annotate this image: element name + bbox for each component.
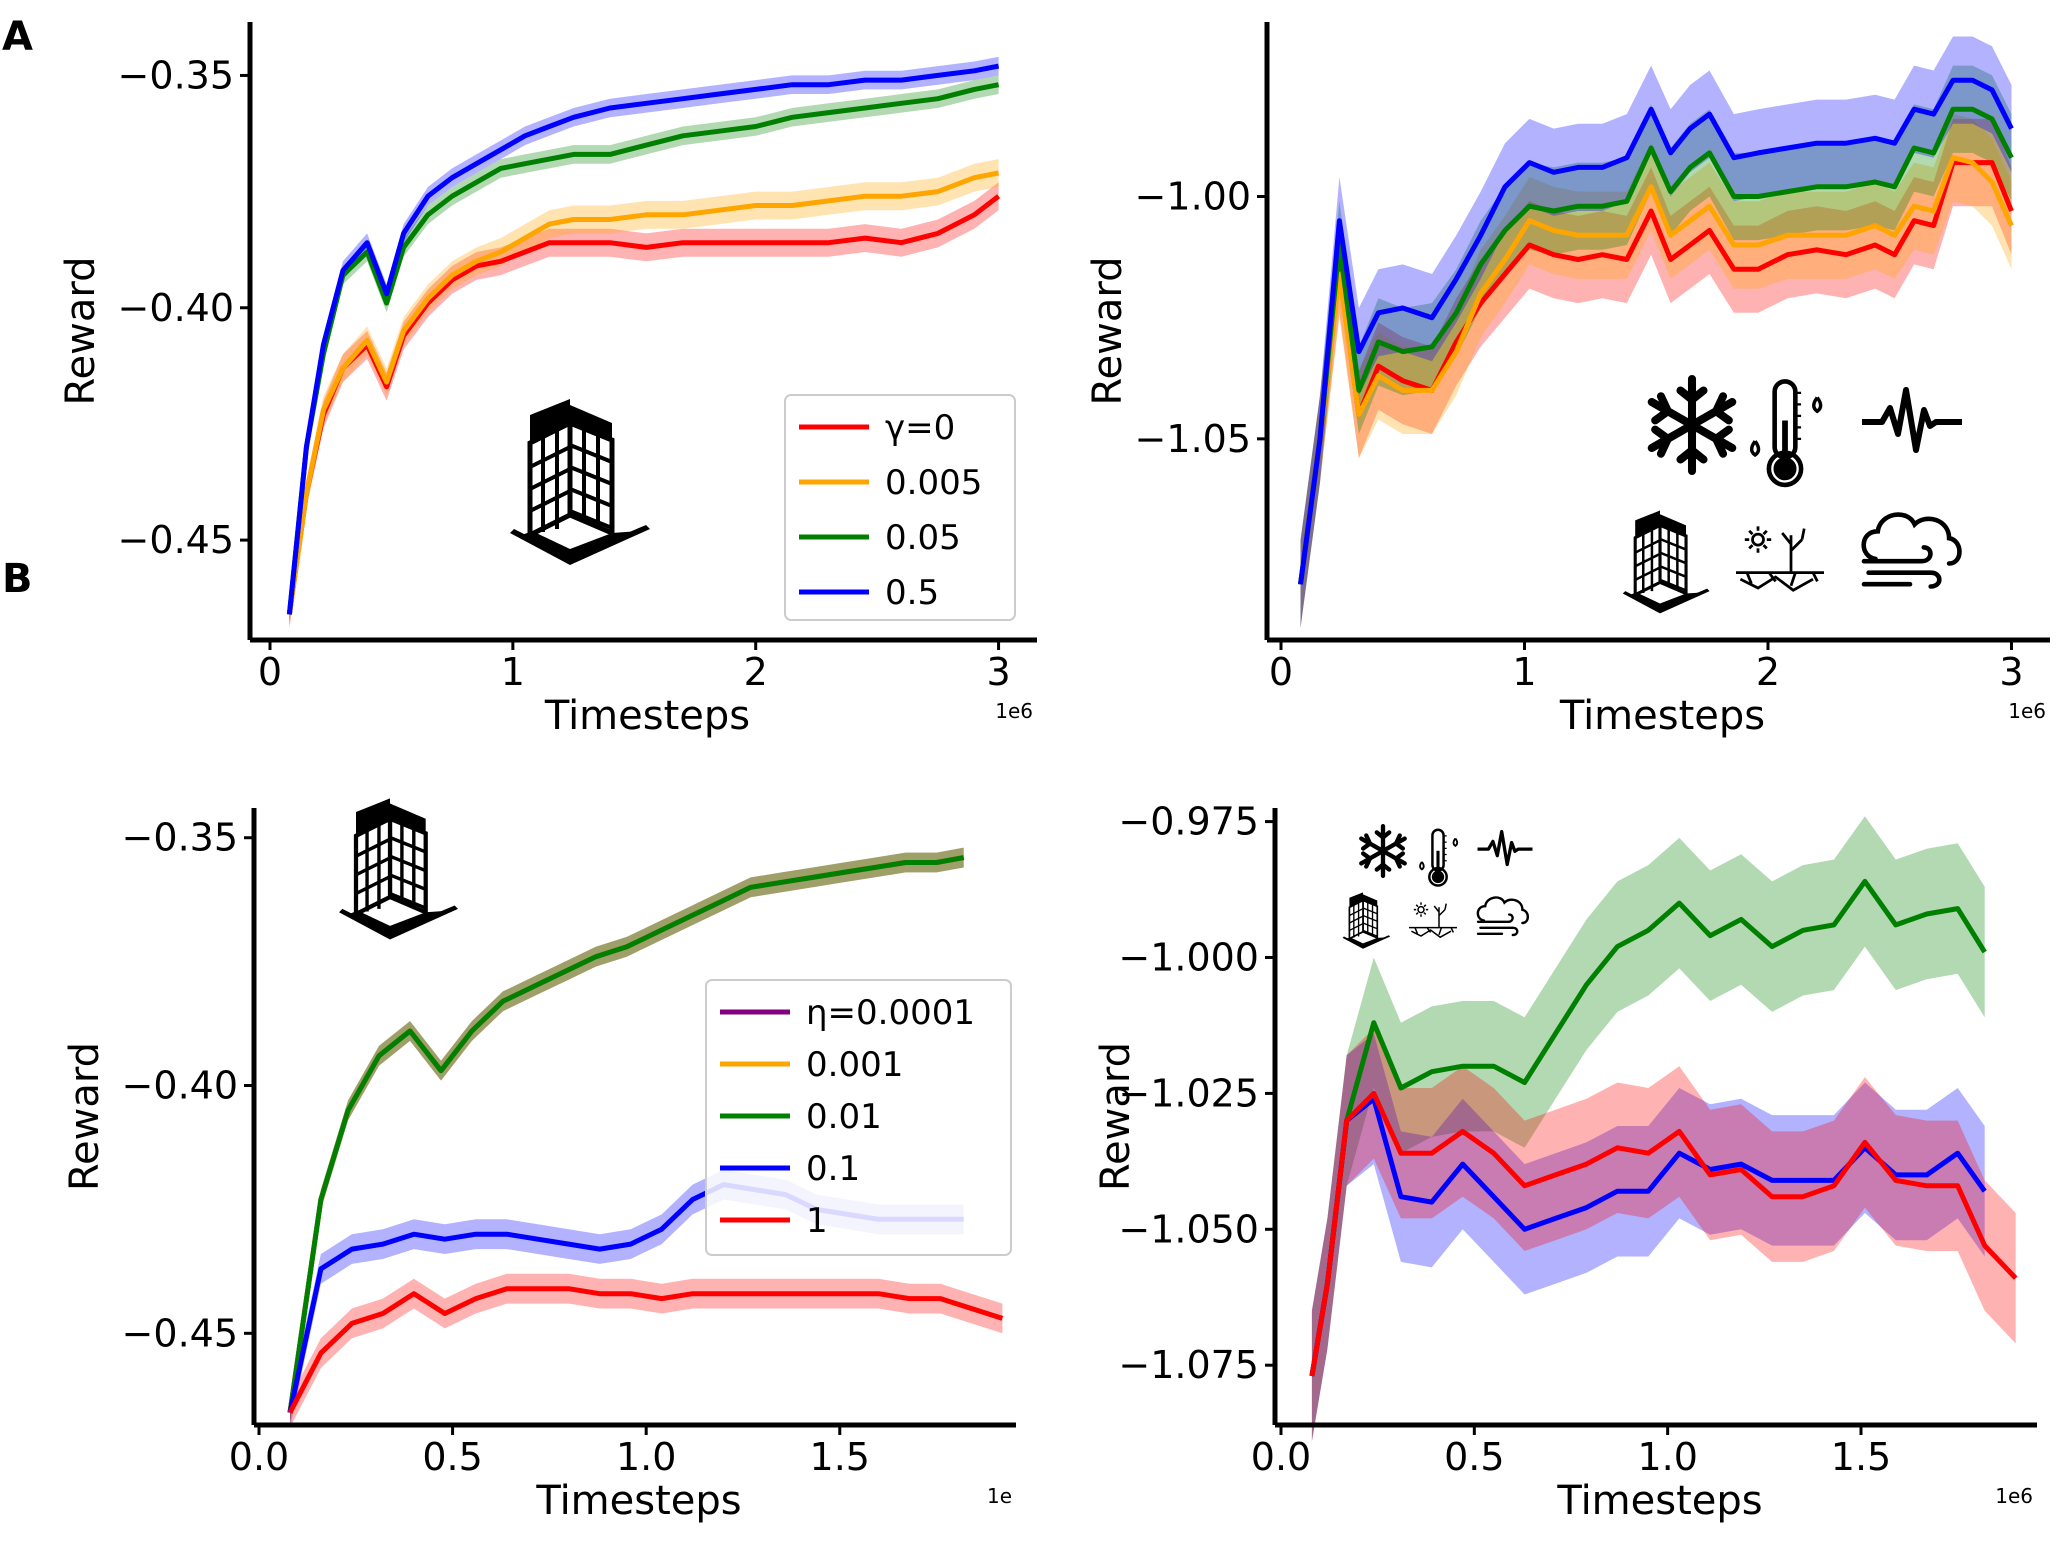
series-line-a-right-0.005 [1298, 155, 2014, 585]
y-tick-label: −1.050 [1118, 1207, 1259, 1251]
series-line-a-left-0.5 [286, 63, 1000, 615]
x-tick-label: 0.0 [229, 1435, 289, 1479]
x-scale-label: 1e [987, 1484, 1012, 1508]
y-tick-label: −0.40 [122, 1064, 238, 1108]
band-a-right-γ=0 [1300, 118, 2012, 628]
series-line-b-left-0.01 [287, 855, 965, 1413]
band-a-right-0.005 [1300, 114, 2012, 628]
x-scale-label: 1e6 [2008, 699, 2046, 723]
y-tick-label: −1.000 [1118, 935, 1259, 979]
legend-entry: η=0.0001 [806, 993, 975, 1033]
legend-entry: 0.001 [806, 1045, 903, 1085]
x-scale-label: 1e6 [1995, 1484, 2033, 1508]
x-tick-label: 2 [1756, 650, 1780, 694]
x-tick-label: 0 [1269, 650, 1293, 694]
thermometer-icon [1752, 381, 1821, 485]
y-axis-label: Reward [1093, 1042, 1139, 1191]
building-icon [510, 399, 650, 565]
y-tick-label: −1.00 [1135, 174, 1251, 218]
y-tick-label: −1.075 [1118, 1343, 1259, 1387]
chart-b-left: 0.0 0.5 1.0 1.5 −0.35 −0.40 −0.45 Timesteps 1e Re… [62, 798, 1016, 1524]
band-a-left-γ=0 [289, 182, 999, 629]
x-tick-label: 1.0 [616, 1435, 676, 1479]
series-line-b-right-0.01 [1309, 878, 1987, 1377]
chart-a-left: 0 1 2 3 −0.35 −0.40 −0.45 Timesteps 1e6 Reward γ=0… [58, 22, 1037, 739]
x-tick-label: 1.5 [1831, 1435, 1891, 1479]
y-tick-label: −1.05 [1135, 417, 1251, 461]
series-line-a-left-0.05 [286, 82, 1000, 615]
x-tick-label: 3 [1999, 650, 2023, 694]
y-axis-label: Reward [62, 1042, 108, 1191]
band-b-left-0.1 [290, 1169, 964, 1428]
legend-entry: 0.005 [885, 463, 982, 503]
x-tick-label: 3 [986, 650, 1010, 694]
y-tick-label: −0.45 [118, 518, 234, 562]
band-a-right-0.05 [1300, 65, 2012, 628]
y-tick-label: −0.975 [1118, 800, 1259, 844]
chart-a-right: 0 1 2 3 −1.00 −1.05 Timesteps 1e6 Reward [1085, 22, 2050, 739]
x-tick-label: 2 [744, 650, 768, 694]
y-tick-label: −0.35 [118, 53, 234, 97]
band-a-left-0.005 [289, 159, 999, 629]
y-tick-label: −0.45 [122, 1311, 238, 1355]
legend-entry: 0.01 [806, 1097, 882, 1137]
x-axis-label: Timesteps [1556, 1478, 1762, 1524]
band-b-right-1 [1311, 1028, 2016, 1442]
x-tick-label: 0.5 [1444, 1435, 1504, 1479]
legend-entry: γ=0 [885, 408, 955, 448]
series-line-a-left-0.005 [286, 170, 1000, 615]
legend: γ=0 0.005 0.05 0.5 [784, 394, 1016, 621]
x-tick-label: 1.5 [810, 1435, 870, 1479]
snowflake-icon [1361, 826, 1404, 876]
snowflake-icon [1652, 379, 1733, 471]
panel-label-a: A [2, 14, 33, 60]
x-tick-label: 1 [501, 650, 525, 694]
legend-entry: 0.1 [806, 1149, 860, 1189]
legend-entry: 1 [806, 1201, 828, 1241]
y-axis-label: Reward [58, 257, 104, 406]
chart-b-right: 0.0 0.5 1.0 1.5 −0.975 −1.000 −1.025 −1.050 −1.0… [1093, 800, 2037, 1524]
x-tick-label: 0.5 [422, 1435, 482, 1479]
seismic-wave-icon [1475, 829, 1535, 867]
y-tick-label: −0.35 [122, 816, 238, 860]
legend-entry: 0.5 [885, 573, 939, 613]
x-tick-label: 0 [258, 650, 282, 694]
band-b-right-0.01 [1311, 816, 1985, 1442]
legend-box [784, 394, 1016, 621]
x-tick-label: 1 [1512, 650, 1536, 694]
building-icon [1621, 508, 1712, 615]
legend-box [705, 979, 1012, 1256]
x-tick-label: 1.0 [1637, 1435, 1697, 1479]
seismic-wave-icon [1862, 390, 1962, 450]
series-line-b-right-1 [1309, 1090, 2018, 1377]
building-icon [339, 798, 458, 939]
thermometer-icon [1418, 828, 1459, 888]
building-icon [1341, 891, 1392, 950]
y-axis-label: Reward [1085, 257, 1131, 406]
panel-label-b: B [2, 556, 33, 602]
x-scale-label: 1e6 [995, 699, 1033, 723]
drought-icon [1734, 525, 1826, 592]
band-b-right-0.1 [1311, 1033, 1985, 1442]
series-line-a-right-0.5 [1298, 77, 2014, 585]
wind-cloud-icon [1864, 515, 1960, 587]
series-line-b-left-1 [287, 1286, 1004, 1414]
x-axis-label: Timesteps [535, 1478, 741, 1524]
y-tick-label: −1.025 [1118, 1071, 1259, 1115]
legend: η=0.0001 0.001 0.01 0.1 1 [705, 979, 1012, 1256]
y-tick-label: −0.40 [118, 286, 234, 330]
legend-entry: 0.05 [885, 518, 961, 558]
series-line-a-right-γ=0 [1298, 160, 2014, 585]
series-line-a-right-0.05 [1298, 106, 2014, 585]
drought-icon [1408, 901, 1458, 938]
x-axis-label: Timesteps [1559, 693, 1765, 739]
wind-cloud-icon [1476, 896, 1530, 937]
x-axis-label: Timesteps [544, 693, 750, 739]
band-b-left-1 [290, 1273, 1003, 1428]
x-tick-label: 0.0 [1251, 1435, 1311, 1479]
